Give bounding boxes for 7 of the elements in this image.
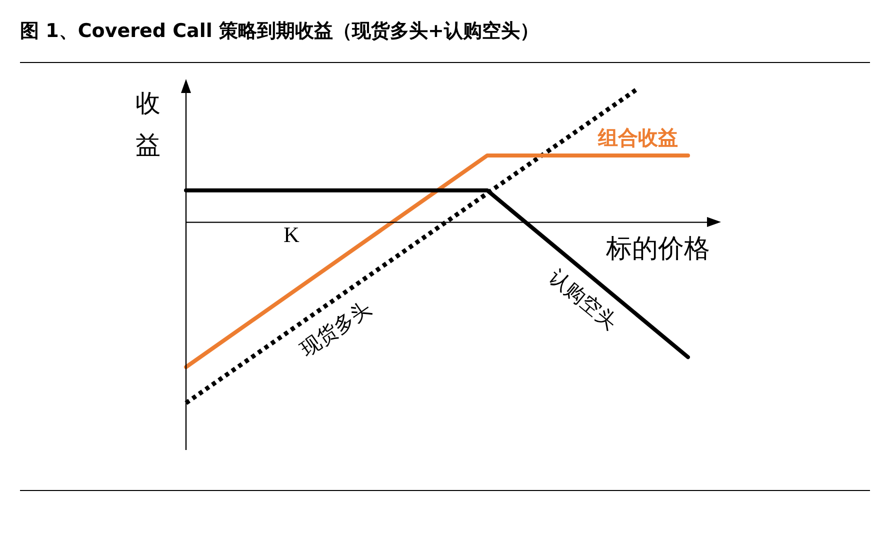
chart-title: 图 1、Covered Call 策略到期收益（现货多头+认购空头）: [20, 19, 539, 44]
text: 认购空头: [545, 264, 622, 334]
series-label: 组合收益: [596, 126, 678, 150]
text: 现货多头: [296, 296, 376, 362]
annotation: K: [283, 222, 300, 248]
y-axis-title: 收益: [136, 88, 160, 160]
x-axis-title: 标的价格: [605, 234, 710, 264]
